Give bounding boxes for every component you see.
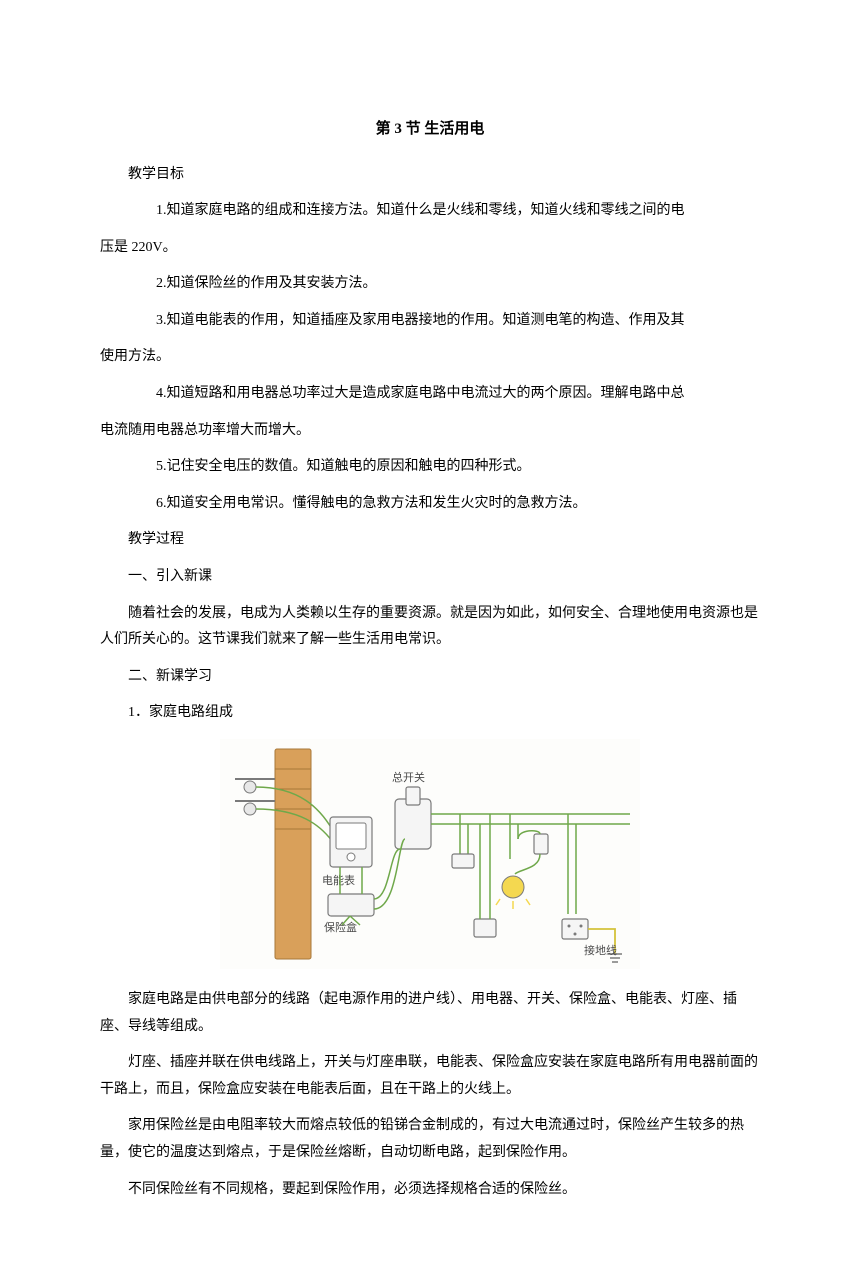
process-label: 教学过程 — [100, 527, 760, 554]
circuit-diagram-container: 电能表 保险盒 总开关 — [100, 739, 760, 969]
goal-4a: 4.知道短路和用电器总功率过大是造成家庭电路中电流过大的两个原因。理解电路中总 — [100, 381, 760, 408]
study-label: 二、新课学习 — [100, 664, 760, 691]
svg-text:接地线: 接地线 — [584, 943, 617, 957]
intro-label: 一、引入新课 — [100, 564, 760, 591]
goals-label: 教学目标 — [100, 162, 760, 189]
intro-para: 随着社会的发展，电成为人类赖以生存的重要资源。就是因为如此，如何安全、合理地使用… — [100, 601, 760, 654]
sub1-label: 1．家庭电路组成 — [100, 700, 760, 727]
goal-4b: 电流随用电器总功率增大而增大。 — [100, 418, 760, 445]
svg-text:电能表: 电能表 — [322, 873, 355, 887]
para-3: 家用保险丝是由电阻率较大而熔点较低的铅锑合金制成的，有过大电流通过时，保险丝产生… — [100, 1113, 760, 1166]
goal-6: 6.知道安全用电常识。懂得触电的急救方法和发生火灾时的急救方法。 — [100, 491, 760, 518]
para-4: 不同保险丝有不同规格，要起到保险作用，必须选择规格合适的保险丝。 — [100, 1177, 760, 1204]
para-2: 灯座、插座并联在供电线路上，开关与灯座串联，电能表、保险盒应安装在家庭电路所有用… — [100, 1050, 760, 1103]
goal-2: 2.知道保险丝的作用及其安装方法。 — [100, 271, 760, 298]
goal-3b: 使用方法。 — [100, 344, 760, 371]
circuit-diagram: 电能表 保险盒 总开关 — [220, 739, 640, 969]
goal-3a: 3.知道电能表的作用，知道插座及家用电器接地的作用。知道测电笔的构造、作用及其 — [100, 308, 760, 335]
para-1: 家庭电路是由供电部分的线路（起电源作用的进户线）、用电器、开关、保险盒、电能表、… — [100, 987, 760, 1040]
goal-1b: 压是 220V。 — [100, 235, 760, 262]
svg-text:总开关: 总开关 — [392, 770, 425, 784]
page-title: 第 3 节 生活用电 — [100, 115, 760, 144]
svg-text:保险盒: 保险盒 — [324, 920, 357, 934]
goal-5: 5.记住安全电压的数值。知道触电的原因和触电的四种形式。 — [100, 454, 760, 481]
goal-1a: 1.知道家庭电路的组成和连接方法。知道什么是火线和零线，知道火线和零线之间的电 — [100, 198, 760, 225]
